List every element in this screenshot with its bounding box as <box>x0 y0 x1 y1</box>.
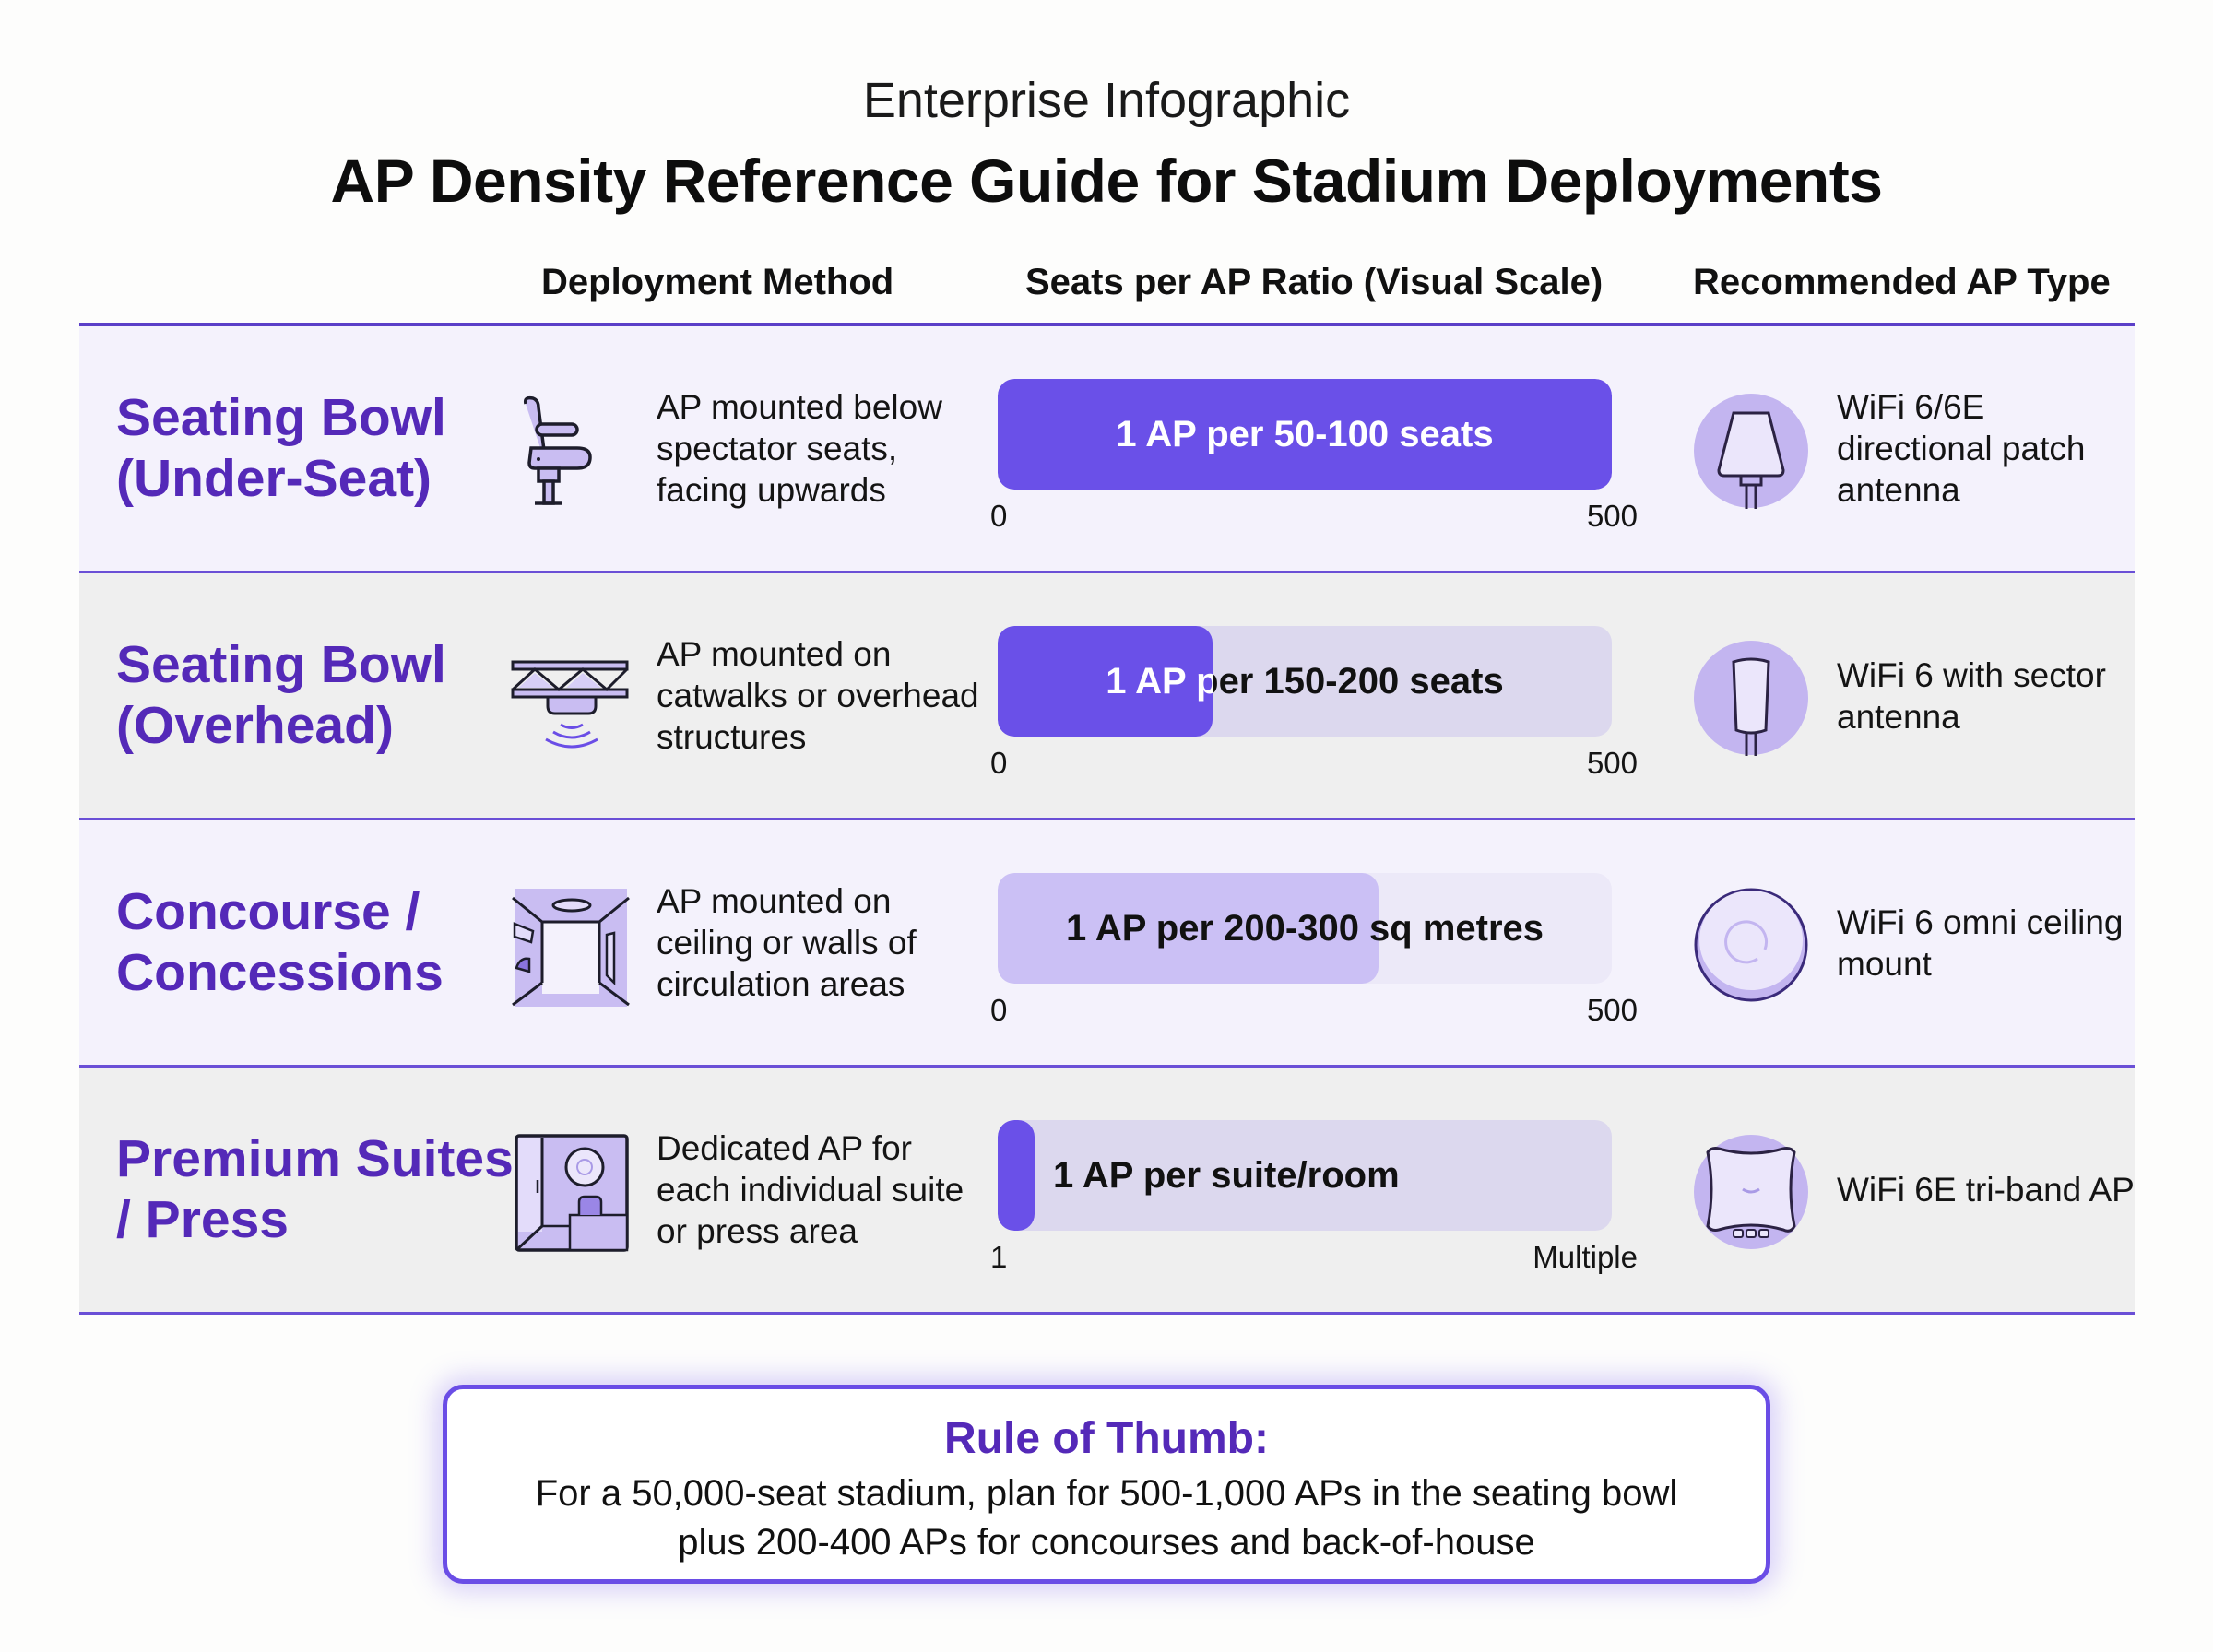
ratio-bar-label: 1 AP per 50-100 seats <box>1116 413 1494 454</box>
ratio-axis: 0 500 <box>990 993 1638 1033</box>
ap-type-text: WiFi 6/6E directional patch antenna <box>1837 388 2086 509</box>
suite-room-icon <box>515 1134 629 1252</box>
ratio-bar-label-overlay: 1 AP per 150-200 seats <box>1106 660 1213 702</box>
directional-patch-antenna-icon <box>1694 394 1808 509</box>
row-label: Premium Suites / Press <box>116 1128 514 1249</box>
rule-of-thumb-title: Rule of Thumb: <box>944 1414 1269 1463</box>
ratio-bar-fill <box>998 379 1612 490</box>
axis-max: 500 <box>1586 993 1638 1027</box>
axis-min: 0 <box>990 993 1008 1027</box>
row-label: Concourse / Concessions <box>116 881 444 1002</box>
ratio-bar: 1 AP per suite/room 1 Multiple <box>990 1120 1638 1280</box>
ap-type-text: WiFi 6 with sector antenna <box>1837 655 2106 736</box>
ratio-bar: 1 AP per 200-300 sq metres 0 500 <box>990 873 1638 1033</box>
axis-max: Multiple <box>1533 1240 1638 1274</box>
catwalk-truss-icon <box>511 660 629 749</box>
ratio-bar-fill <box>998 1120 1035 1231</box>
ratio-bar-track: 1 AP per 200-300 sq metres <box>998 873 1612 984</box>
ratio-axis: 0 500 <box>990 746 1638 786</box>
ratio-bar: 1 AP per 50-100 seats 0 500 <box>990 379 1638 539</box>
omni-ceiling-mount-icon <box>1694 888 1808 1002</box>
deployment-method-text: Dedicated AP for each individual suite o… <box>657 1129 964 1250</box>
stadium-seat-icon <box>523 395 592 505</box>
rule-of-thumb-line-2: plus 200-400 APs for concourses and back… <box>678 1522 1535 1563</box>
deployment-method-text: AP mounted below spectator seats, facing… <box>657 388 942 509</box>
ratio-bar-label: 1 AP per suite/room <box>1053 1154 1400 1196</box>
ratio-axis: 1 Multiple <box>990 1240 1638 1280</box>
page-title: AP Density Reference Guide for Stadium D… <box>330 147 1883 215</box>
table-row-seating-overhead: Seating Bowl (Overhead) AP mounted on ca… <box>79 573 2135 820</box>
axis-min: 0 <box>990 746 1008 780</box>
ap-type-text: WiFi 6E tri-band AP <box>1837 1171 2135 1209</box>
ratio-bar-fill <box>998 873 1379 984</box>
density-table: Seating Bowl (Under-Seat) AP mounted bel… <box>79 323 2135 1315</box>
infographic-subtitle: Enterprise Infographic <box>862 73 1351 128</box>
ratio-bar-track: 1 AP per 150-200 seats 1 AP per 150-200 … <box>998 626 1612 737</box>
deployment-method-text: AP mounted on catwalks or overhead struc… <box>657 635 979 756</box>
corridor-ceiling-icon <box>512 889 630 1007</box>
ratio-bar: 1 AP per 150-200 seats 1 AP per 150-200 … <box>990 626 1638 786</box>
rule-of-thumb-line-1: For a 50,000-seat stadium, plan for 500-… <box>535 1473 1678 1514</box>
ratio-bar-track: 1 AP per suite/room <box>998 1120 1612 1231</box>
table-row-concourse: Concourse / Concessions AP mounted on ce… <box>79 820 2135 1068</box>
table-row-seating-under-seat: Seating Bowl (Under-Seat) AP mounted bel… <box>79 326 2135 573</box>
axis-max: 500 <box>1586 499 1638 533</box>
axis-min: 1 <box>990 1240 1008 1274</box>
axis-min: 0 <box>990 499 1008 533</box>
ratio-axis: 0 500 <box>990 499 1638 539</box>
table-row-premium-suites: Premium Suites / Press Dedicated AP for … <box>79 1068 2135 1315</box>
sector-antenna-icon <box>1694 641 1808 756</box>
column-header-ratio: Seats per AP Ratio (Visual Scale) <box>1025 262 1604 302</box>
tri-band-ap-icon <box>1694 1135 1808 1249</box>
ratio-bar-fill: 1 AP per 150-200 seats <box>998 626 1213 737</box>
column-header-ap-type: Recommended AP Type <box>1693 262 2111 302</box>
column-header-method: Deployment Method <box>541 262 894 302</box>
row-label: Seating Bowl (Under-Seat) <box>116 387 446 508</box>
rule-of-thumb-callout: Rule of Thumb: For a 50,000-seat stadium… <box>443 1385 1770 1584</box>
ratio-bar-label: 1 AP per 200-300 sq metres <box>1065 907 1544 949</box>
axis-max: 500 <box>1586 746 1638 780</box>
rule-of-thumb-body: For a 50,000-seat stadium, plan for 500-… <box>447 1469 1766 1567</box>
deployment-method-text: AP mounted on ceiling or walls of circul… <box>657 882 917 1003</box>
row-label: Seating Bowl (Overhead) <box>116 634 446 755</box>
ratio-bar-track: 1 AP per 50-100 seats <box>998 379 1612 490</box>
ap-type-text: WiFi 6 omni ceiling mount <box>1837 903 2124 983</box>
